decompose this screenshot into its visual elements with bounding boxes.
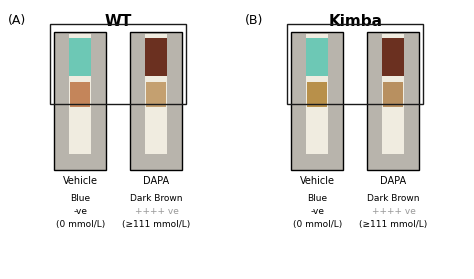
Bar (70, 34, 91, 154)
Text: ++++ ve: ++++ ve (372, 207, 415, 216)
Bar (367, 32, 419, 170)
Text: (B): (B) (245, 14, 264, 27)
Bar (307, 38, 328, 76)
Bar (308, 82, 328, 107)
Text: (≥111 mmol/L): (≥111 mmol/L) (359, 220, 428, 229)
Text: Dark Brown: Dark Brown (130, 194, 183, 203)
Text: DAPA: DAPA (144, 176, 170, 186)
Text: (≥111 mmol/L): (≥111 mmol/L) (122, 220, 191, 229)
Bar (288, 24, 423, 104)
Bar (51, 24, 186, 104)
Text: ++++ ve: ++++ ve (135, 207, 178, 216)
Bar (146, 82, 166, 107)
Bar (130, 32, 182, 170)
Text: Vehicle: Vehicle (63, 176, 98, 186)
Bar (307, 34, 328, 154)
Text: Vehicle: Vehicle (300, 176, 335, 186)
Text: DAPA: DAPA (381, 176, 407, 186)
Text: -ve: -ve (73, 207, 88, 216)
Text: (0 mmol/L): (0 mmol/L) (56, 220, 105, 229)
Text: (0 mmol/L): (0 mmol/L) (293, 220, 342, 229)
Bar (383, 38, 404, 76)
Bar (383, 82, 403, 107)
Bar (70, 38, 91, 76)
Bar (292, 32, 344, 170)
Bar (55, 32, 107, 170)
Text: Kimba: Kimba (328, 14, 383, 29)
Text: -ve: -ve (310, 207, 325, 216)
Bar (383, 34, 404, 154)
Bar (146, 38, 167, 76)
Text: Dark Brown: Dark Brown (367, 194, 420, 203)
Text: Blue: Blue (71, 194, 91, 203)
Text: (A): (A) (8, 14, 26, 27)
Text: Blue: Blue (308, 194, 328, 203)
Bar (71, 82, 91, 107)
Bar (146, 34, 167, 154)
Text: WT: WT (105, 14, 132, 29)
